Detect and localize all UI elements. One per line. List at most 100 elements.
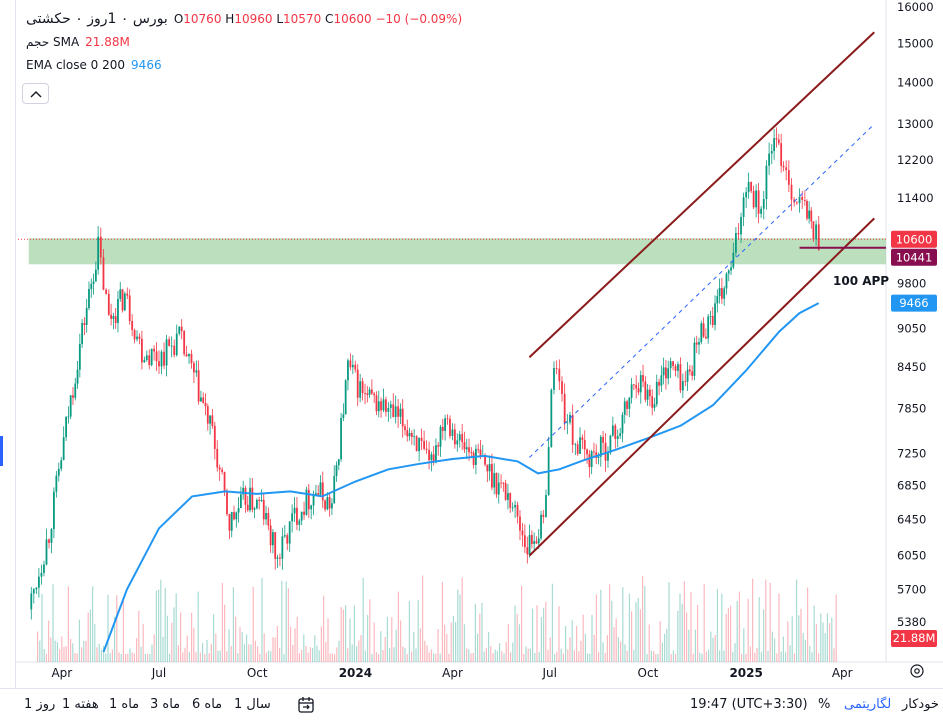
candle: [581, 434, 584, 449]
symbol-title[interactable]: بورس ۰ 1روز ۰ حکشتی: [26, 11, 168, 27]
candle: [425, 440, 428, 454]
candle-body: [331, 503, 333, 509]
volume-bar: [710, 631, 712, 662]
ema-200-line: [102, 302, 820, 653]
candle: [99, 227, 102, 265]
gear-icon[interactable]: [909, 663, 925, 679]
candle-body: [730, 267, 732, 271]
time-zone-display[interactable]: 19:47 (UTC+3:30): [690, 697, 808, 712]
candle: [260, 489, 263, 502]
volume-bar: [303, 634, 305, 662]
legend-collapse-button[interactable]: [22, 83, 49, 104]
calendar-range-icon[interactable]: [296, 695, 316, 715]
price-label-bg: [891, 248, 937, 266]
volume-bar: [270, 651, 272, 662]
candle: [576, 440, 579, 457]
volume-bar: [657, 654, 659, 662]
candle-body: [579, 437, 581, 454]
volume-bar: [646, 654, 648, 662]
volume-bar: [248, 644, 250, 662]
candle-body: [175, 333, 178, 356]
volume-bar: [433, 653, 435, 662]
volume-bar: [723, 650, 725, 662]
candle: [298, 518, 301, 531]
legend-ema-row: EMA close 0 200 9466: [26, 54, 462, 77]
log-scale-toggle[interactable]: لگاریتمی: [844, 697, 892, 712]
timeframe-1y[interactable]: سال 1: [234, 697, 271, 712]
volume-bar: [479, 613, 481, 662]
candle-body: [394, 406, 397, 417]
candle: [637, 382, 640, 396]
volume-bar: [826, 613, 828, 662]
candle-body: [233, 512, 235, 520]
volume-bar: [650, 650, 652, 662]
volume-bar: [547, 650, 549, 662]
candle-body: [74, 383, 77, 398]
candle-body: [305, 489, 308, 515]
timeframe-6m[interactable]: ماه 6: [192, 697, 223, 712]
change-value: −10 (−0.09%): [375, 12, 463, 26]
candle: [279, 553, 281, 567]
candle: [737, 223, 740, 240]
volume-bar: [589, 653, 591, 662]
timeframe-1d[interactable]: روز 1: [24, 697, 56, 712]
ema-study-name[interactable]: EMA close 0 200: [26, 58, 126, 72]
candle-body: [533, 541, 536, 544]
volume-bar: [114, 616, 116, 662]
candle: [757, 183, 760, 224]
volume-bar: [833, 648, 835, 662]
volume-bar: [560, 648, 562, 662]
candle: [444, 414, 446, 441]
candle-body: [684, 381, 687, 383]
volume-bar: [518, 624, 520, 662]
volume-bar: [554, 654, 556, 662]
volume-bar: [43, 649, 45, 662]
candle-body: [262, 499, 265, 520]
timeframe-1w[interactable]: هفته 1: [62, 697, 99, 712]
candle-body: [389, 404, 392, 409]
candle: [698, 337, 700, 355]
volume-bar: [730, 605, 732, 662]
volume-bar: [276, 626, 278, 662]
volume-bar: [298, 653, 300, 662]
candle-body: [242, 487, 245, 495]
volume-bar: [633, 649, 635, 662]
candle: [168, 336, 171, 347]
candle-body: [688, 369, 691, 372]
candle-body: [347, 360, 349, 381]
candle-body: [165, 339, 168, 366]
candle: [470, 447, 473, 458]
volume-bar: [153, 634, 155, 662]
candle: [521, 523, 524, 547]
volume-bar: [835, 594, 837, 662]
candle-body: [795, 202, 798, 204]
volume-bar: [312, 647, 314, 662]
candle-body: [574, 444, 577, 446]
candle: [553, 361, 555, 395]
candle: [752, 185, 755, 210]
volume-study-name[interactable]: حجم SMA: [26, 35, 80, 49]
candle-body: [658, 381, 660, 386]
candle-body: [356, 369, 359, 398]
candle: [451, 423, 454, 441]
timeframe-3m[interactable]: ماه 3: [150, 697, 181, 712]
candle: [131, 314, 134, 337]
candle-body: [377, 401, 380, 412]
price-chart[interactable]: 100 APP 16000 15000 14000 13000 12200 11400 980…: [0, 0, 943, 688]
candle: [216, 440, 219, 472]
volume-bar: [474, 603, 476, 662]
candle: [418, 437, 421, 462]
candle-body: [155, 351, 158, 362]
candle: [291, 504, 294, 533]
candle: [143, 356, 146, 363]
percent-scale-toggle[interactable]: %: [818, 697, 831, 712]
volume-bar: [52, 584, 54, 662]
auto-scale-toggle[interactable]: خودکار: [902, 697, 939, 712]
candle-body: [83, 323, 86, 325]
candle-body: [110, 314, 112, 319]
volume-bar: [138, 610, 140, 662]
volume-bar: [666, 628, 668, 662]
timeframe-1m[interactable]: ماه 1: [109, 697, 140, 712]
candle-body: [81, 323, 84, 344]
